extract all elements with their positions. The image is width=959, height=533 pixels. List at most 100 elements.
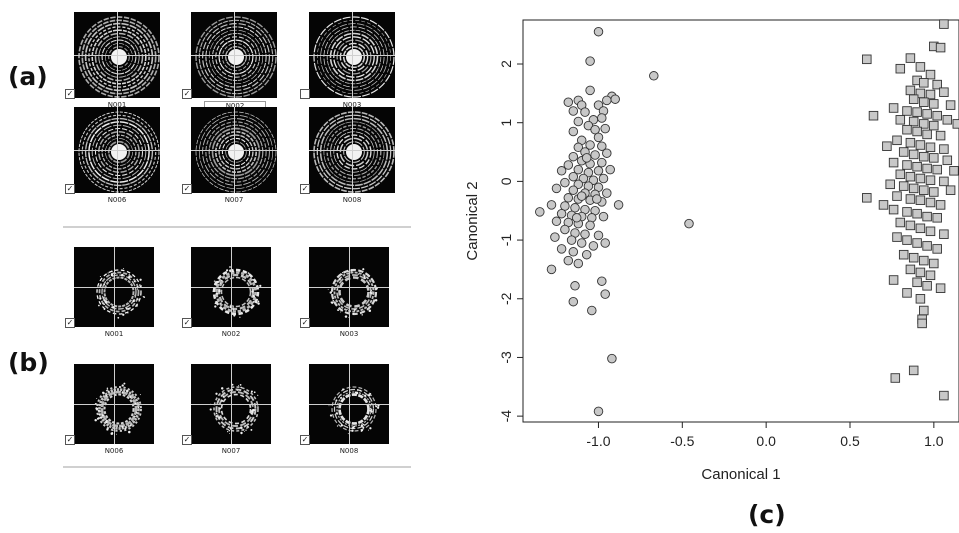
data-point-square <box>915 62 926 72</box>
select-checkbox[interactable] <box>300 89 310 99</box>
data-point-square <box>919 119 929 129</box>
x-axis-label: Canonical 1 <box>701 466 780 483</box>
data-point-circle <box>563 255 574 266</box>
crosshair-vertical <box>234 107 235 193</box>
data-point-square <box>925 226 936 237</box>
data-point-square <box>902 160 912 170</box>
select-checkbox[interactable]: ✓ <box>182 184 192 194</box>
data-point-circle <box>600 123 610 134</box>
thumbnail-label: N001 <box>107 101 127 109</box>
thumbnail-image[interactable] <box>191 364 271 444</box>
data-point-circle <box>602 95 612 106</box>
y-tick-label: -2 <box>498 292 514 305</box>
thumbnail-image[interactable] <box>74 247 154 327</box>
thumbnail-image[interactable] <box>74 107 160 193</box>
crosshair-vertical <box>349 247 350 327</box>
data-point-square <box>935 130 946 141</box>
data-point-square <box>922 163 932 174</box>
data-point-square <box>905 85 916 96</box>
select-checkbox[interactable]: ✓ <box>65 435 75 445</box>
panel-label-c: (c) <box>748 500 786 529</box>
data-point-square <box>902 207 912 217</box>
y-tick-label: 1 <box>498 119 514 127</box>
select-checkbox[interactable]: ✓ <box>182 318 192 328</box>
data-point-circle <box>580 107 590 117</box>
thumbnail-label: N003 <box>342 101 362 109</box>
select-checkbox[interactable]: ✓ <box>65 184 75 194</box>
thumbnail-label: N006 <box>107 196 127 204</box>
y-tick-label: 0 <box>498 177 514 185</box>
data-point-square <box>902 124 912 135</box>
data-point-circle <box>556 244 567 254</box>
data-point-circle <box>600 238 610 248</box>
select-checkbox[interactable]: ✓ <box>300 435 310 445</box>
thumbnail-image[interactable] <box>309 364 389 444</box>
data-point-square <box>932 79 942 90</box>
data-point-square <box>925 89 936 100</box>
data-point-square <box>908 183 919 194</box>
data-point-square <box>905 137 916 148</box>
thumbnail-image[interactable] <box>74 12 160 98</box>
data-point-circle <box>568 151 579 162</box>
y-tick-label: -3 <box>498 351 514 364</box>
data-point-square <box>905 220 916 231</box>
data-point-square <box>942 115 953 125</box>
data-point-square <box>912 107 922 117</box>
crosshair-vertical <box>231 364 232 444</box>
data-point-circle <box>605 164 615 175</box>
thumbnail-label: N008 <box>339 447 359 455</box>
data-point-square <box>908 94 919 104</box>
crosshair-vertical <box>352 107 353 193</box>
data-point-circle <box>573 164 584 175</box>
data-point-square <box>905 53 916 63</box>
data-point-square <box>890 373 901 383</box>
select-checkbox[interactable]: ✓ <box>65 318 75 328</box>
data-point-circle <box>593 132 604 143</box>
data-point-circle <box>649 71 659 81</box>
thumbnail-image[interactable] <box>309 247 389 327</box>
select-checkbox[interactable]: ✓ <box>182 89 192 99</box>
x-tick-label: -0.5 <box>670 433 694 449</box>
select-checkbox[interactable]: ✓ <box>65 89 75 99</box>
data-point-square <box>939 390 949 401</box>
data-point-square <box>932 244 942 254</box>
data-point-circle <box>551 183 562 194</box>
data-point-square <box>895 115 906 125</box>
data-point-square <box>935 200 946 210</box>
data-point-square <box>902 235 912 245</box>
data-point-circle <box>585 140 595 150</box>
thumbnail-image[interactable] <box>191 247 271 327</box>
select-checkbox[interactable]: ✓ <box>300 184 310 194</box>
thumbnail-image[interactable] <box>309 107 395 193</box>
data-point-square <box>862 54 872 65</box>
data-point-circle <box>588 241 599 251</box>
data-point-circle <box>597 157 607 168</box>
panel-label-a: (a) <box>8 62 48 91</box>
data-point-square <box>942 155 953 166</box>
select-checkbox[interactable]: ✓ <box>182 435 192 445</box>
x-tick-label: -1.0 <box>586 433 610 449</box>
data-point-circle <box>613 200 624 210</box>
data-point-circle <box>585 220 595 231</box>
data-point-square <box>912 126 922 137</box>
divider-a <box>63 226 411 228</box>
data-point-square <box>922 129 932 140</box>
thumbnail-image[interactable] <box>309 12 395 98</box>
data-point-circle <box>607 353 617 364</box>
thumbnail-image[interactable] <box>191 107 277 193</box>
data-point-circle <box>556 208 567 219</box>
thumbnail-image[interactable] <box>191 12 277 98</box>
crosshair-vertical <box>234 12 235 98</box>
data-point-square <box>908 149 919 160</box>
data-point-square <box>895 169 906 180</box>
data-point-circle <box>535 207 545 217</box>
data-point-square <box>922 241 932 251</box>
thumbnail-image[interactable] <box>74 364 154 444</box>
data-point-circle <box>560 177 570 188</box>
data-point-square <box>888 204 899 215</box>
select-checkbox[interactable]: ✓ <box>300 318 310 328</box>
x-tick-label: 0.5 <box>840 433 860 449</box>
data-point-square <box>925 142 936 153</box>
data-point-square <box>915 140 926 150</box>
crosshair-vertical <box>114 247 115 327</box>
